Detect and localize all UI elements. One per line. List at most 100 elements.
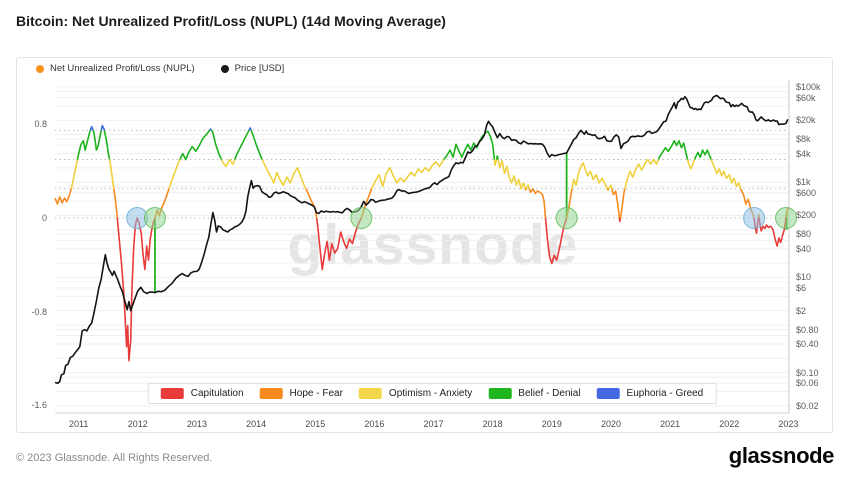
nupl-line-segment	[100, 124, 106, 131]
nupl-line-segment	[606, 188, 610, 191]
price-series-dot-icon	[220, 64, 229, 73]
price-tick-label: $40	[796, 243, 812, 254]
year-tick-label: 2019	[541, 419, 562, 429]
year-tick-label: 2012	[127, 419, 148, 429]
nupl-line-segment	[608, 184, 613, 190]
nupl-tick-label: -1.6	[31, 400, 47, 411]
nupl-line-segment	[619, 188, 626, 219]
belief-denial-color-swatch	[488, 388, 512, 399]
nupl-line-segment	[624, 158, 660, 189]
band-legend-item-euphoria-greed: Euphoria - Greed	[596, 388, 704, 399]
nupl-line-segment	[693, 149, 712, 160]
nupl-line-segment	[220, 158, 236, 168]
glassnode-logo: glassnode	[728, 443, 835, 468]
nupl-series-dot-icon	[36, 64, 44, 73]
nupl-line-segment	[113, 188, 119, 219]
year-tick-label: 2017	[423, 419, 444, 429]
zero-cross-marker-green	[350, 207, 373, 229]
nupl-line-segment	[103, 130, 111, 160]
price-tick-label: $10	[796, 272, 812, 283]
series-legend-item-price[interactable]: Price [USD]	[220, 63, 285, 74]
nupl-line-segment	[261, 159, 307, 190]
price-tick-label: $6	[796, 282, 807, 293]
price-tick-label: $600	[796, 187, 817, 198]
hope-fear-color-swatch	[259, 388, 283, 399]
nupl-tick-label: 0	[41, 213, 47, 223]
nupl-line-segment	[758, 217, 787, 247]
price-tick-label: $80	[796, 229, 812, 240]
nupl-line-segment	[168, 159, 181, 190]
nupl-line-segment	[611, 188, 621, 219]
band-legend-item-hope-fear: Hope - Fear	[259, 388, 343, 399]
nupl-line-segment	[528, 188, 547, 219]
price-tick-label: $8k	[796, 134, 811, 145]
nupl-line-segment	[108, 159, 115, 189]
year-tick-label: 2016	[364, 419, 385, 429]
series-legend-label: Net Unrealized Profit/Loss (NUPL)	[50, 63, 195, 74]
sentiment-band-legend: Capitulation Hope - Fear Optimism - Anxiet…	[147, 383, 717, 404]
series-legend: Net Unrealized Profit/Loss (NUPL) Price […	[36, 63, 284, 74]
optimism-anxiety-color-swatch	[358, 388, 382, 399]
band-legend-item-belief-denial: Belief - Denial	[488, 388, 581, 399]
year-tick-label: 2022	[719, 419, 740, 429]
capitulation-color-swatch	[160, 388, 184, 399]
year-tick-label: 2020	[600, 419, 621, 429]
nupl-line-segment	[495, 155, 499, 160]
year-tick-label: 2013	[186, 419, 207, 429]
band-legend-label: Capitulation	[190, 388, 244, 399]
nupl-line-segment	[571, 162, 609, 190]
nupl-line-segment	[315, 217, 363, 271]
euphoria-greed-color-swatch	[596, 388, 620, 399]
nupl-line-segment	[89, 125, 94, 131]
nupl-line-segment	[618, 217, 622, 223]
nupl-line-segment	[250, 130, 263, 160]
zero-cross-marker-green	[775, 207, 798, 229]
band-legend-label: Hope - Fear	[289, 388, 343, 399]
nupl-line-segment	[209, 128, 212, 131]
nupl-line-segment	[710, 159, 742, 190]
series-legend-item-nupl[interactable]: Net Unrealized Profit/Loss (NUPL)	[36, 63, 195, 74]
nupl-line-segment	[210, 129, 223, 160]
price-tick-label: $2	[796, 305, 807, 316]
nupl-line-segment	[92, 130, 103, 151]
band-legend-item-optimism-anxiety: Optimism - Anxiety	[358, 388, 473, 399]
zero-cross-marker-green	[143, 207, 166, 229]
nupl-tick-label: 0.8	[34, 119, 47, 130]
nupl-line-segment	[116, 217, 156, 362]
year-tick-label: 2023	[778, 419, 799, 429]
zero-cross-marker-green	[555, 207, 578, 229]
price-tick-label: $4k	[796, 148, 811, 159]
zero-cross-marker-blue	[743, 207, 766, 229]
nupl-line-segment	[443, 130, 496, 160]
band-legend-label: Optimism - Anxiety	[388, 388, 473, 399]
series-legend-label: Price [USD]	[234, 63, 285, 74]
year-tick-label: 2018	[482, 419, 503, 429]
nupl-line-segment	[70, 159, 79, 190]
price-tick-label: $60k	[796, 92, 816, 103]
nupl-line-segment	[370, 159, 445, 190]
year-tick-label: 2021	[660, 419, 681, 429]
copyright-text: © 2023 Glassnode. All Rights Reserved.	[16, 452, 213, 464]
nupl-line-segment	[525, 184, 531, 190]
nupl-line-segment	[686, 159, 696, 170]
nupl-line-segment	[497, 159, 527, 190]
nupl-line-segment	[544, 217, 568, 265]
price-tick-label: $0.40	[796, 338, 819, 349]
price-tick-label: $1k	[796, 177, 811, 188]
nupl-line-segment	[234, 129, 250, 160]
nupl-line-segment	[524, 188, 528, 191]
nupl-line-segment	[493, 159, 498, 167]
nupl-tick-label: -0.8	[31, 306, 47, 317]
band-legend-label: Euphoria - Greed	[626, 388, 704, 399]
nupl-line-segment	[76, 130, 92, 160]
band-legend-label: Belief - Denial	[518, 388, 581, 399]
price-tick-label: $0.10	[796, 367, 819, 378]
chart-card	[16, 57, 833, 433]
price-tick-label: $0.80	[796, 324, 819, 335]
year-tick-label: 2015	[305, 419, 326, 429]
nupl-line-segment	[657, 140, 689, 160]
glassnode-watermark: glassnode	[287, 213, 579, 277]
price-tick-label: $20k	[796, 115, 816, 126]
price-line	[54, 94, 789, 385]
